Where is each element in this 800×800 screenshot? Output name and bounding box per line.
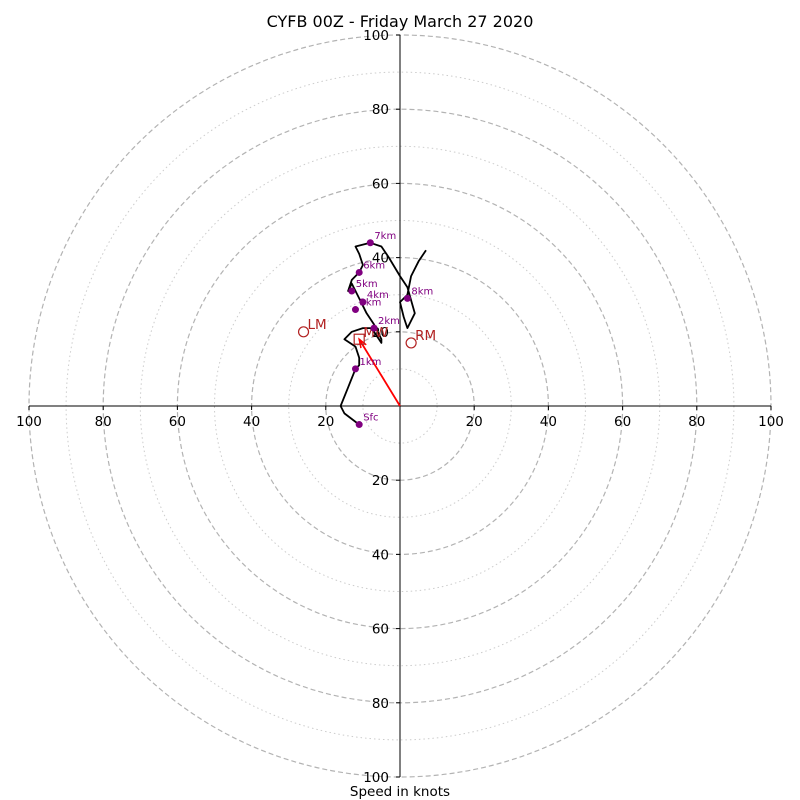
height-label: 4km	[367, 290, 389, 301]
height-marker	[348, 287, 356, 295]
tick-label: 20	[466, 414, 483, 430]
height-marker	[351, 306, 359, 314]
right-mover-label: RM	[415, 328, 436, 344]
tick-label: 60	[372, 176, 389, 192]
height-marker	[351, 365, 359, 373]
tick-label: 100	[363, 770, 389, 786]
storm-motion: LM RM MW	[297, 317, 436, 407]
tick-label: 20	[372, 473, 389, 489]
left-mover-label: LM	[308, 317, 327, 333]
tick-label: 80	[688, 414, 705, 430]
tick-label: 40	[540, 414, 557, 430]
mean-wind-label: MW	[363, 325, 388, 341]
tick-label: 100	[363, 28, 389, 44]
height-marker	[355, 421, 363, 429]
chart-title: CYFB 00Z - Friday March 27 2020	[267, 12, 534, 31]
height-label: 5km	[356, 279, 378, 290]
height-marker	[403, 294, 411, 302]
tick-label: 40	[372, 547, 389, 563]
wind-trace	[339, 241, 427, 426]
tick-label: 80	[372, 696, 389, 712]
tick-label: 100	[758, 414, 784, 430]
tick-label: 40	[243, 414, 260, 430]
tick-label: 80	[95, 414, 112, 430]
tick-label: 80	[372, 102, 389, 118]
tick-label: 60	[169, 414, 186, 430]
height-label: 3km	[359, 298, 381, 309]
height-label: 6km	[363, 260, 385, 271]
height-label: 2km	[378, 316, 400, 327]
mean-wind-square	[353, 333, 365, 345]
tick-label: 40	[372, 251, 389, 267]
tick-label: 20	[317, 414, 334, 430]
tick-label: 60	[614, 414, 631, 430]
left-mover-circle	[297, 326, 310, 338]
tick-label: 60	[372, 622, 389, 638]
height-label: 8km	[411, 286, 433, 297]
height-marker	[366, 239, 374, 247]
height-marker	[359, 298, 367, 306]
tick-label: 100	[16, 414, 42, 430]
wind-trace-line	[339, 241, 427, 426]
height-marker	[355, 268, 363, 276]
height-marker	[370, 324, 378, 332]
height-label: Sfc	[363, 413, 378, 424]
height-label: 7km	[374, 231, 396, 242]
right-mover-circle	[405, 337, 417, 349]
mean-wind-vector	[358, 338, 401, 407]
height-label: 1km	[359, 357, 381, 368]
x-axis-label: Speed in knots	[350, 784, 450, 800]
